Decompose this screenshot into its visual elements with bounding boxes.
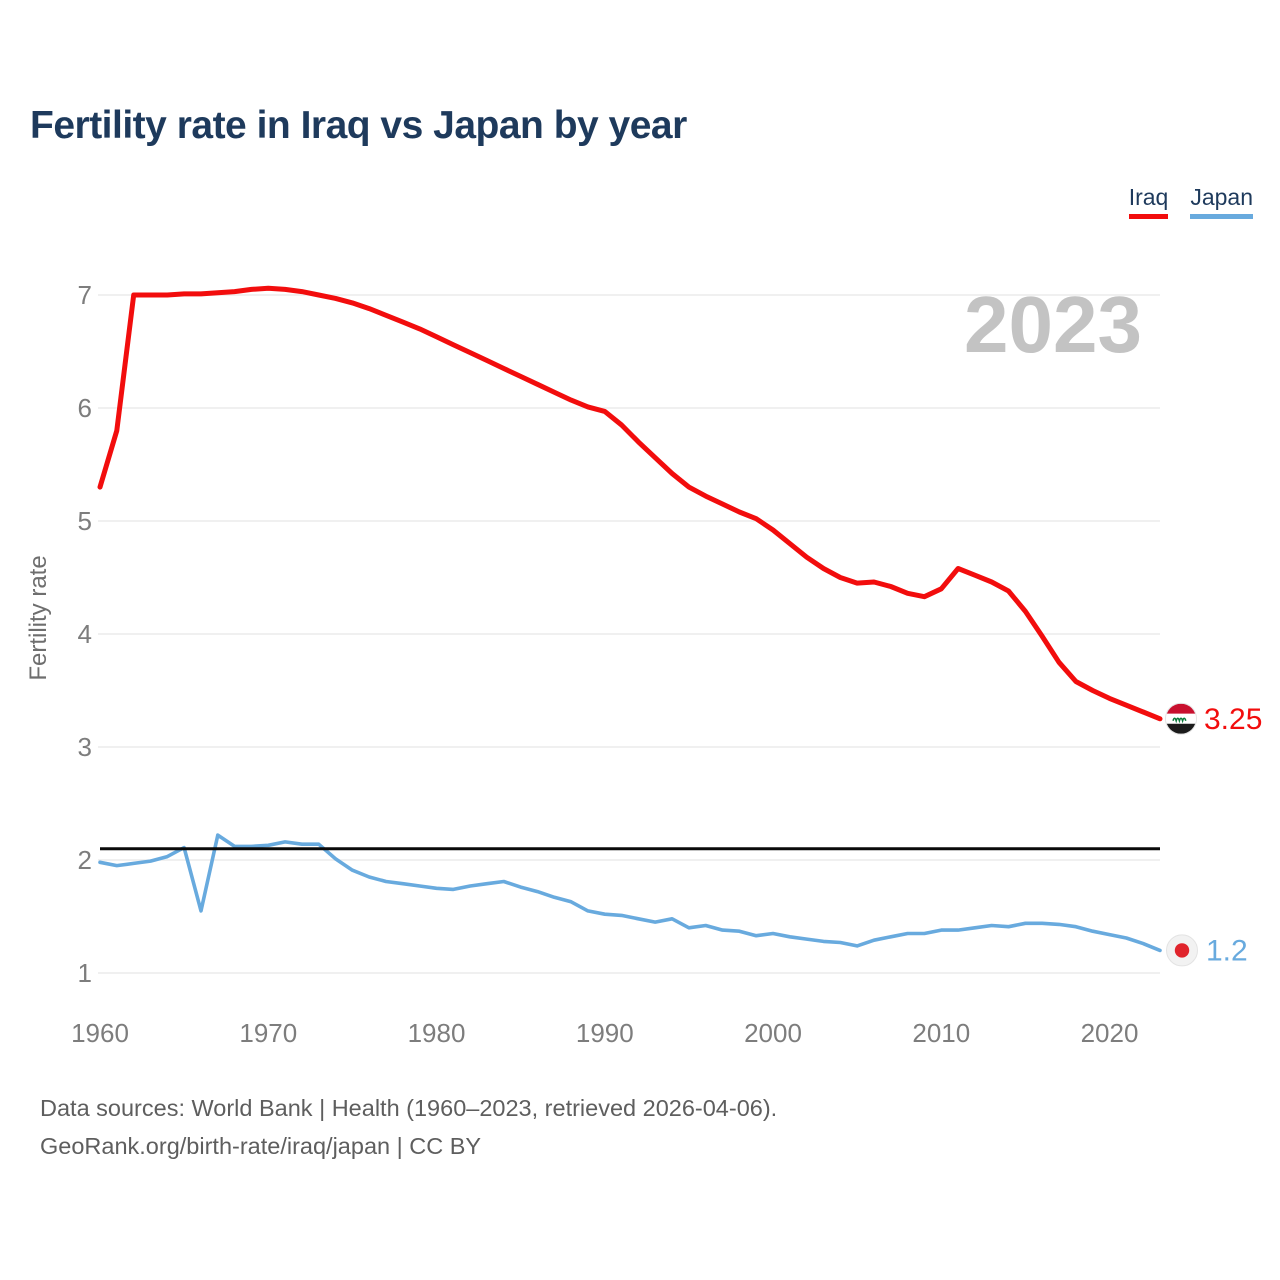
x-tick-label: 1980	[408, 1018, 466, 1048]
y-tick-label: 6	[78, 393, 92, 423]
x-tick-label: 2000	[744, 1018, 802, 1048]
iraq-line	[97, 285, 1163, 722]
y-tick-label: 7	[78, 280, 92, 310]
x-tick-label: 2020	[1081, 1018, 1139, 1048]
legend: Iraq Japan	[1128, 184, 1253, 219]
japan-line	[98, 833, 1162, 953]
iraq-flag-icon	[1165, 702, 1197, 735]
japan-end-value: 1.2	[1206, 934, 1248, 967]
iraq-end-value: 3.25	[1204, 703, 1262, 736]
y-tick-label: 3	[78, 732, 92, 762]
page-title: Fertility rate in Iraq vs Japan by year	[30, 104, 687, 147]
y-tick-label: 4	[78, 619, 92, 649]
data-sources-line: Data sources: World Bank | Health (1960–…	[40, 1095, 778, 1121]
y-axis-title: Fertility rate	[25, 555, 52, 680]
footer: Data sources: World Bank | Health (1960–…	[40, 1089, 777, 1165]
x-tick-label: 1970	[239, 1018, 297, 1048]
legend-item-japan[interactable]: Japan	[1190, 184, 1253, 219]
y-tick-label: 1	[78, 958, 92, 988]
x-tick-label: 2010	[912, 1018, 970, 1048]
y-tick-label: 2	[78, 845, 92, 875]
y-tick-label: 5	[78, 506, 92, 536]
x-tick-label: 1990	[576, 1018, 634, 1048]
legend-item-iraq[interactable]: Iraq	[1128, 184, 1169, 219]
attribution-line: GeoRank.org/birth-rate/iraq/japan | CC B…	[40, 1133, 482, 1159]
japan-flag-icon	[1166, 934, 1198, 967]
watermark-year: 2023	[964, 280, 1142, 369]
x-tick-label: 1960	[71, 1018, 129, 1048]
